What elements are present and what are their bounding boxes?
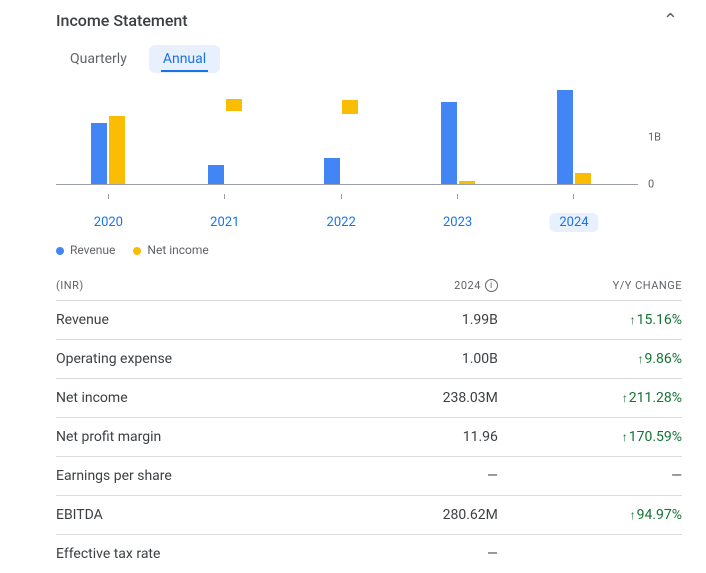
metric-label: Net income: [56, 390, 314, 406]
col-change: Y/Y CHANGE: [498, 279, 682, 292]
y-axis-label: 1B: [642, 130, 682, 143]
bar-netincome: [226, 99, 242, 111]
metric-change: ↑211.28%: [498, 390, 682, 406]
x-axis-year[interactable]: 2021: [200, 213, 249, 232]
bar-netincome: [109, 116, 125, 185]
period-tabs: Quarterly Annual: [56, 39, 682, 83]
metric-value: 1.00B: [314, 351, 498, 367]
collapse-icon[interactable]: ⌃: [659, 6, 682, 35]
legend-netincome-label: Net income: [147, 243, 208, 257]
legend-revenue: Revenue: [56, 243, 115, 257]
bar-group[interactable]: [441, 87, 475, 184]
metric-value: 11.96: [314, 429, 498, 445]
bar-group[interactable]: [91, 87, 125, 184]
table-row: Net profit margin11.96↑170.59%: [56, 417, 682, 456]
metric-change: ↑9.86%: [498, 351, 682, 367]
table-row: Revenue1.99B↑15.16%: [56, 300, 682, 339]
bar-netincome: [575, 173, 591, 184]
metric-label: Effective tax rate: [56, 546, 314, 562]
chart-legend: Revenue Net income: [56, 237, 682, 271]
metric-value: 238.03M: [314, 390, 498, 406]
bar-revenue: [557, 90, 573, 185]
bar-netincome: [459, 181, 475, 185]
col-year-label: 2024: [454, 279, 481, 292]
table-row: Effective tax rate—: [56, 534, 682, 573]
table-header: (INR) 2024 i Y/Y CHANGE: [56, 271, 682, 300]
info-icon[interactable]: i: [485, 279, 498, 292]
tab-quarterly[interactable]: Quarterly: [56, 45, 141, 73]
bar-group[interactable]: [208, 87, 242, 184]
bar-revenue: [441, 102, 457, 184]
metric-value: —: [314, 468, 498, 484]
income-bar-chart: 1B 0 2020 2021 2022 2023 2024: [56, 87, 682, 237]
table-row: Net income238.03M↑211.28%: [56, 378, 682, 417]
metric-change: ↑170.59%: [498, 429, 682, 445]
col-year: 2024 i: [314, 279, 498, 292]
metric-label: Revenue: [56, 312, 314, 328]
metric-change: ↑15.16%: [498, 312, 682, 328]
metric-change: —: [498, 468, 682, 484]
metric-value: —: [314, 546, 498, 562]
bar-revenue: [91, 123, 107, 185]
table-row: Operating expense1.00B↑9.86%: [56, 339, 682, 378]
metric-label: Net profit margin: [56, 429, 314, 445]
x-axis-year[interactable]: 2020: [84, 213, 133, 232]
metric-label: Operating expense: [56, 351, 314, 367]
metric-label: Earnings per share: [56, 468, 314, 484]
bar-revenue: [208, 165, 224, 184]
metric-label: EBITDA: [56, 507, 314, 523]
x-axis-year[interactable]: 2022: [317, 213, 366, 232]
metric-change: ↑94.97%: [498, 507, 682, 523]
tab-annual[interactable]: Annual: [149, 45, 220, 73]
bar-revenue: [324, 158, 340, 184]
metric-value: 1.99B: [314, 312, 498, 328]
bar-group[interactable]: [324, 87, 358, 184]
metric-change: [498, 546, 682, 562]
table-row: Earnings per share——: [56, 456, 682, 495]
table-row: EBITDA280.62M↑94.97%: [56, 495, 682, 534]
col-currency: (INR): [56, 279, 314, 292]
x-axis-year[interactable]: 2023: [433, 213, 482, 232]
y-axis-label: 0: [642, 178, 682, 191]
bar-netincome: [342, 100, 358, 113]
legend-netincome: Net income: [133, 243, 208, 257]
legend-revenue-label: Revenue: [70, 243, 115, 257]
x-axis-year[interactable]: 2024: [549, 213, 598, 232]
bar-group[interactable]: [557, 87, 591, 184]
metric-value: 280.62M: [314, 507, 498, 523]
section-title: Income Statement: [56, 11, 188, 30]
